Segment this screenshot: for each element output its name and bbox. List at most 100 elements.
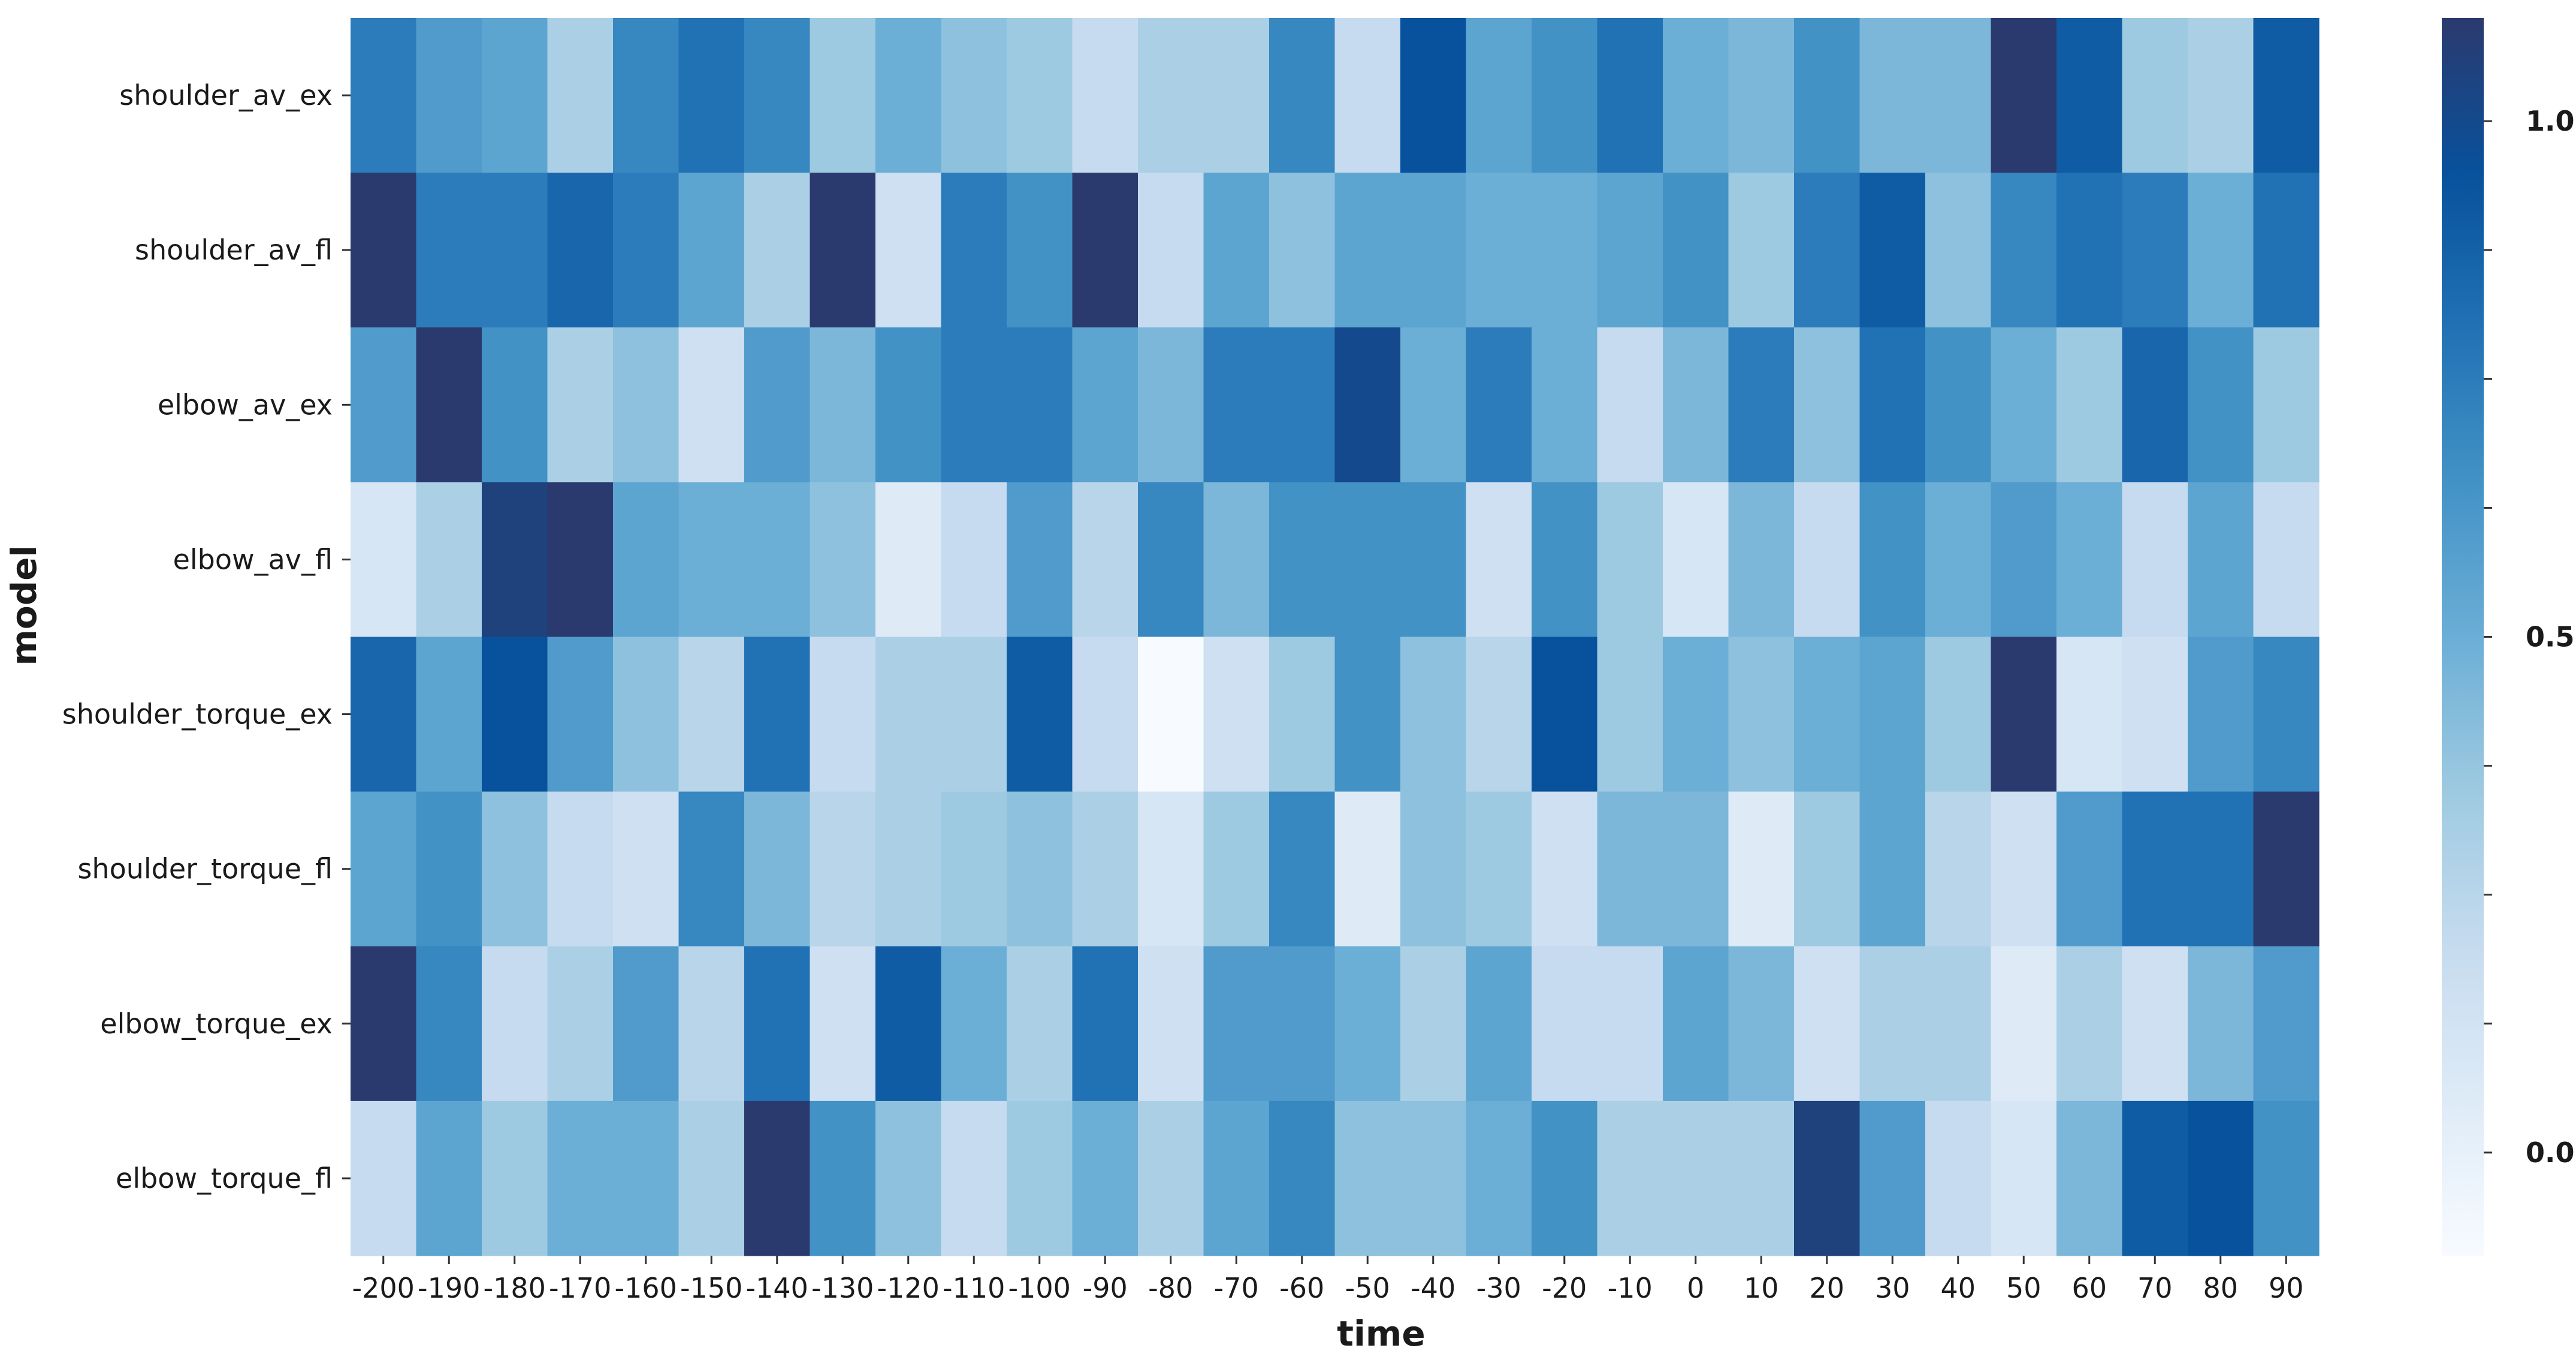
heatmap-cell (547, 637, 614, 792)
heatmap-cell (1532, 1100, 1598, 1256)
heatmap-cell (1728, 637, 1795, 792)
heatmap-cell (416, 327, 482, 483)
heatmap-cell (1597, 173, 1663, 328)
heatmap-cell (1007, 173, 1073, 328)
x-tick-label: 70 (2137, 1272, 2173, 1304)
x-tick-label: -20 (1542, 1272, 1587, 1304)
heatmap-cell (1663, 173, 1729, 328)
x-tick-label: -40 (1411, 1272, 1455, 1304)
heatmap-cell (2122, 1100, 2188, 1256)
heatmap-cell (2122, 18, 2188, 173)
x-tick-label: -190 (418, 1272, 480, 1304)
heatmap-cell (1859, 327, 1926, 483)
heatmap-cell (1991, 18, 2057, 173)
heatmap-cell (1597, 946, 1663, 1102)
heatmap-cell (1007, 637, 1073, 792)
heatmap-cell (613, 637, 680, 792)
heatmap-cell (1072, 1100, 1138, 1256)
heatmap-cell (416, 173, 482, 328)
heatmap-cell (1334, 327, 1401, 483)
heatmap-cell (1532, 946, 1598, 1102)
x-tick-label: -150 (680, 1272, 742, 1304)
heatmap-cell (1334, 482, 1401, 638)
heatmap-cell (2253, 173, 2320, 328)
heatmap-cell (1925, 173, 1992, 328)
heatmap-cell (1728, 791, 1795, 947)
heatmap-cell (1663, 18, 1729, 173)
x-tick-label: 20 (1809, 1272, 1844, 1304)
x-tick-label: -50 (1345, 1272, 1390, 1304)
heatmap-cell (1532, 173, 1598, 328)
heatmap-cell (1597, 791, 1663, 947)
heatmap-cell (1663, 791, 1729, 947)
heatmap-cell (810, 791, 876, 947)
heatmap-cell (1466, 173, 1532, 328)
heatmap-cell (1728, 482, 1795, 638)
heatmap-cell (1072, 327, 1138, 483)
heatmap-cell (351, 791, 417, 947)
heatmap-cell (1007, 482, 1073, 638)
y-tick-label: elbow_torque_ex (100, 1008, 333, 1040)
heatmap-cell (2056, 173, 2123, 328)
heatmap-cell (1269, 791, 1336, 947)
heatmap-cell (1138, 173, 1204, 328)
x-tick-label: -180 (484, 1272, 546, 1304)
heatmap-cell (1532, 791, 1598, 947)
heatmap-cell (1203, 791, 1270, 947)
heatmap-cell (1794, 173, 1861, 328)
heatmap-cell (1400, 482, 1467, 638)
x-tick-label: 80 (2203, 1272, 2238, 1304)
heatmap-cell (2122, 327, 2188, 483)
heatmap-cell (1007, 791, 1073, 947)
x-tick-label: 40 (1940, 1272, 1976, 1304)
heatmap-cell (1400, 946, 1467, 1102)
heatmap-cell (744, 791, 811, 947)
heatmap-cell (1859, 482, 1926, 638)
heatmap-cell (2122, 946, 2188, 1102)
heatmap-cell (547, 1100, 614, 1256)
heatmap-cell (1663, 327, 1729, 483)
heatmap-cell (1663, 1100, 1729, 1256)
heatmap-cell (613, 327, 680, 483)
heatmap-cell (613, 791, 680, 947)
x-tick-label: -30 (1476, 1272, 1521, 1304)
heatmap-cell (613, 18, 680, 173)
heatmap-cell (1334, 173, 1401, 328)
heatmap-cell (351, 1100, 417, 1256)
heatmap-cell (941, 18, 1007, 173)
x-tick-label: 30 (1875, 1272, 1910, 1304)
heatmap-cell (2122, 791, 2188, 947)
x-tick-label: -170 (549, 1272, 611, 1304)
heatmap-cell (1859, 18, 1926, 173)
heatmap-cell (810, 482, 876, 638)
heatmap-cell (416, 791, 482, 947)
x-tick-label: 50 (2006, 1272, 2042, 1304)
y-tick-label: shoulder_torque_ex (62, 698, 333, 731)
heatmap-cell (678, 791, 745, 947)
heatmap-cell (482, 327, 548, 483)
heatmap-cell (810, 173, 876, 328)
heatmap-cell (744, 946, 811, 1102)
heatmap-cell (1925, 791, 1992, 947)
heatmap-cell (351, 18, 417, 173)
x-tick-label: -80 (1148, 1272, 1193, 1304)
heatmap-cell (1138, 1100, 1204, 1256)
heatmap-cell (2056, 1100, 2123, 1256)
heatmap-cell (1728, 18, 1795, 173)
heatmap-cell (351, 173, 417, 328)
x-tick-label: -120 (877, 1272, 940, 1304)
x-tick-label: -60 (1279, 1272, 1324, 1304)
heatmap-cell (1269, 1100, 1336, 1256)
heatmap-cell (1203, 327, 1270, 483)
heatmap-cell (1466, 1100, 1532, 1256)
heatmap-cell (1203, 18, 1270, 173)
heatmap-cell (1532, 327, 1598, 483)
heatmap-cell (1007, 327, 1073, 483)
heatmap-cell (875, 482, 942, 638)
heatmap-cell (482, 946, 548, 1102)
heatmap-cell (1138, 482, 1204, 638)
heatmap-cell (1794, 327, 1861, 483)
y-axis: shoulder_av_ex shoulder_av_fl elbow_av_exe… (62, 79, 351, 1195)
heatmap-cell (613, 1100, 680, 1256)
